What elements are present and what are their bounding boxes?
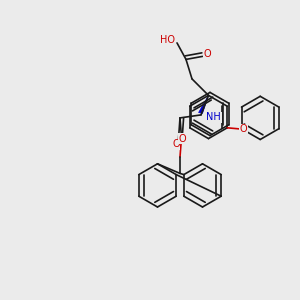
Text: NH: NH (206, 112, 221, 122)
Text: O: O (172, 139, 180, 149)
Polygon shape (199, 95, 208, 113)
Text: O: O (203, 49, 211, 59)
Text: O: O (178, 134, 186, 144)
Text: HO: HO (160, 35, 175, 46)
Text: O: O (240, 124, 247, 134)
